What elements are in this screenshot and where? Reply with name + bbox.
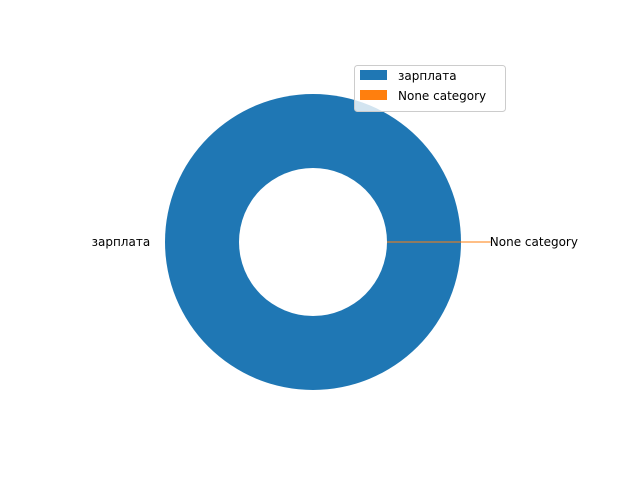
legend-label: зарплата [398, 69, 457, 83]
slice-labels-group: зарплата None category [92, 235, 578, 249]
legend: зарплата None category [354, 65, 506, 112]
legend-label: None category [398, 89, 486, 103]
slice-label: None category [490, 235, 578, 249]
legend-swatch [360, 90, 387, 100]
legend-swatch [360, 70, 387, 80]
legend-frame [354, 65, 506, 112]
donut-hole [239, 168, 387, 316]
slice-label: зарплата [92, 235, 151, 249]
